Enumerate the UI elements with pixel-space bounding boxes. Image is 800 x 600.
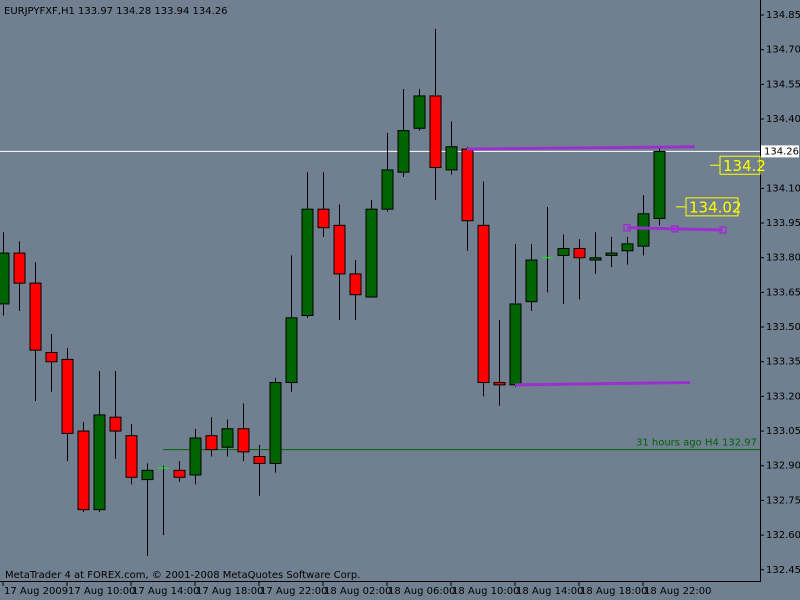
y-tick-label: 134.55 xyxy=(766,79,800,90)
y-tick-label: 133.35 xyxy=(766,357,800,368)
candle-body xyxy=(525,259,538,303)
candle-body xyxy=(573,247,586,259)
candle-body xyxy=(461,148,474,222)
candle-body xyxy=(637,213,650,247)
candle-body xyxy=(317,208,330,229)
candle-body xyxy=(509,303,522,386)
y-tick-label: 132.75 xyxy=(766,495,800,506)
y-tick-label: 133.95 xyxy=(766,218,800,229)
candle-body xyxy=(13,252,26,284)
y-tick-label: 133.50 xyxy=(766,322,800,333)
candle-body xyxy=(61,358,74,434)
y-tick-label: 133.65 xyxy=(766,287,800,298)
price-label: 134.2 xyxy=(723,157,766,175)
y-tick-label: 134.10 xyxy=(766,183,800,194)
trend-line xyxy=(466,145,696,151)
x-tick-label: 17 Aug 22:00 xyxy=(260,586,327,597)
candle-body xyxy=(429,95,442,169)
candle-body xyxy=(333,224,346,275)
candle-body xyxy=(173,469,186,478)
y-tick-label: 133.20 xyxy=(766,391,800,402)
candle-body xyxy=(285,317,298,384)
y-tick-label: 134.40 xyxy=(766,114,800,125)
x-tick-label: 18 Aug 18:00 xyxy=(580,586,647,597)
candle-body xyxy=(653,150,666,219)
y-tick-label: 133.80 xyxy=(766,253,800,264)
y-tick-label: 132.45 xyxy=(766,565,800,576)
candle-body xyxy=(589,257,602,261)
candle-body xyxy=(397,130,410,173)
candle-body xyxy=(493,382,506,386)
candle-body xyxy=(93,414,106,511)
x-tick-label: 18 Aug 10:00 xyxy=(452,586,519,597)
level-label: 31 hours ago H4 132.97 xyxy=(636,438,757,449)
candle-body xyxy=(253,455,266,464)
candle-body xyxy=(77,430,90,511)
trend-marker xyxy=(671,225,679,233)
candle-body xyxy=(109,416,122,432)
candle-body xyxy=(605,252,618,256)
candle-body xyxy=(205,435,218,451)
y-tick-label: 134.70 xyxy=(766,45,800,56)
candle-body xyxy=(621,243,634,252)
x-tick-label: 18 Aug 06:00 xyxy=(388,586,455,597)
candle-body xyxy=(381,169,394,210)
candle-body xyxy=(189,437,202,476)
x-tick-label: 17 Aug 18:00 xyxy=(196,586,263,597)
candle-body xyxy=(365,208,378,298)
candle-body xyxy=(45,351,58,363)
candle-body xyxy=(0,252,10,305)
x-tick-label: 17 Aug 2009 xyxy=(4,586,68,597)
x-tick-label: 18 Aug 02:00 xyxy=(324,586,391,597)
candle-body xyxy=(349,273,362,296)
price-label-box xyxy=(685,197,739,217)
candle-body xyxy=(221,428,234,448)
footer: MetaTrader 4 at FOREX.com, © 2001-2008 M… xyxy=(5,570,360,581)
candle-body xyxy=(445,146,458,171)
last-price-label: 134.26 xyxy=(764,146,799,157)
candle-body xyxy=(413,95,426,129)
price-label-box xyxy=(719,155,761,175)
y-tick-label: 132.60 xyxy=(766,530,800,541)
candle-body xyxy=(301,208,314,317)
candle-body xyxy=(269,382,282,464)
price-label: 134.02 xyxy=(689,198,742,216)
candle-body xyxy=(557,247,570,256)
candle-body xyxy=(141,469,154,481)
trend-line xyxy=(626,226,724,232)
candle-body xyxy=(477,224,490,384)
candle-body xyxy=(237,428,250,453)
candle-body xyxy=(29,282,42,351)
trend-marker xyxy=(623,223,631,232)
trend-line xyxy=(514,381,691,387)
chart-title: EURJPYFXF,H1 133.97 134.28 133.94 134.26 xyxy=(4,6,228,17)
x-tick-label: 18 Aug 22:00 xyxy=(644,586,711,597)
y-tick-label: 132.90 xyxy=(766,461,800,472)
last-price-box xyxy=(761,145,799,158)
candle-body xyxy=(125,435,138,478)
x-tick-label: 17 Aug 10:00 xyxy=(68,586,135,597)
y-tick-label: 134.85 xyxy=(766,10,800,21)
x-tick-label: 17 Aug 14:00 xyxy=(132,586,199,597)
y-tick-label: 133.05 xyxy=(766,426,800,437)
x-tick-label: 18 Aug 14:00 xyxy=(516,586,583,597)
trend-marker xyxy=(719,226,727,234)
